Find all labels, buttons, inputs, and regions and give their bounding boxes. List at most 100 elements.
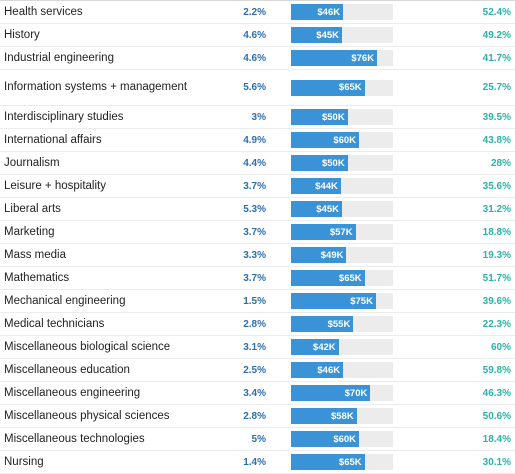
table-row: Journalism 4.4% $50K 28% [0,152,515,175]
share-value: 46.3% [482,387,511,399]
unemployment-rate: 3.7% [243,180,266,192]
salary-bar: $46K [291,362,344,378]
table-row: Industrial engineering 4.6% $76K 41.7% [0,47,515,70]
salary-bar-cell: $46K [291,1,393,23]
salary-label: $44K [315,180,338,192]
major-name: Miscellaneous engineering [4,386,141,399]
share-value: 43.8% [482,134,511,146]
unemployment-rate: 4.9% [243,134,266,146]
table-row: Mass media 3.3% $49K 19.3% [0,244,515,267]
share-value: 51.7% [482,272,511,284]
unemployment-rate: 3.3% [243,249,266,261]
table-row: Liberal arts 5.3% $45K 31.2% [0,198,515,221]
salary-bar-cell: $45K [291,198,393,220]
share-value: 52.4% [482,6,511,18]
salary-bar-cell: $49K [291,244,393,266]
unemployment-rate: 2.8% [243,410,266,422]
unemployment-rate: 4.4% [243,157,266,169]
salary-bar-track: $60K [291,132,393,148]
salary-bar-track: $70K [291,385,393,401]
table-row: Information systems + management 5.6% $65K… [0,70,515,106]
salary-label: $55K [327,318,351,330]
salary-bar: $65K [291,270,365,286]
major-name: Information systems + management [4,81,188,93]
salary-label: $60K [333,134,357,146]
major-name: Leisure + hospitality [4,179,106,192]
major-name: Nursing [4,455,44,468]
salary-label: $50K [321,111,345,123]
salary-bar-track: $50K [291,155,393,171]
unemployment-rate: 3% [251,111,266,123]
salary-bar-cell: $55K [291,313,393,335]
salary-bar-cell: $50K [291,106,393,128]
table-row: Health services 2.2% $46K 52.4% [0,0,515,24]
salary-bar-cell: $60K [291,428,393,450]
salary-bar: $45K [291,201,342,217]
unemployment-rate: 5.3% [243,203,266,215]
salary-bar-track: $46K [291,362,393,378]
share-value: 30.1% [482,456,511,468]
share-value: 59.8% [482,364,511,376]
salary-bar-track: $45K [291,201,393,217]
table-row: Leisure + hospitality 3.7% $44K 35.6% [0,175,515,198]
share-value: 28% [490,157,511,169]
salary-bar-cell: $60K [291,129,393,151]
share-value: 25.7% [482,82,511,93]
salary-label: $60K [333,433,357,445]
major-name: Journalism [4,156,60,169]
salary-bar-track: $46K [291,4,393,20]
share-value: 18.8% [482,226,511,238]
major-name: Industrial engineering [4,51,114,64]
salary-bar: $60K [291,132,360,148]
table-row: History 4.6% $45K 49.2% [0,24,515,47]
salary-bar-track: $60K [291,431,393,447]
salary-bar: $49K [291,247,347,263]
major-name: Mass media [4,248,66,261]
unemployment-rate: 3.4% [243,387,266,399]
major-name: Miscellaneous technologies [4,432,145,445]
unemployment-rate: 4.6% [243,29,266,41]
salary-bar-track: $65K [291,454,393,470]
major-name: Health services [4,5,83,18]
share-value: 35.6% [482,180,511,192]
salary-label: $75K [350,295,373,307]
share-value: 50.6% [482,410,511,422]
salary-bar-cell: $65K [291,267,393,289]
salary-label: $46K [317,6,341,18]
salary-bar: $60K [291,431,360,447]
share-value: 19.3% [482,249,511,261]
salary-label: $50K [321,157,345,169]
salary-bar: $45K [291,27,342,43]
salary-bar-cell: $65K [291,70,393,105]
salary-label: $49K [320,249,344,261]
salary-bar: $65K [291,79,365,96]
major-name: Mechanical engineering [4,294,126,307]
salary-bar: $50K [291,109,348,125]
unemployment-rate: 3.1% [243,341,266,353]
salary-bar-cell: $76K [291,47,393,69]
salary-bar-track: $55K [291,316,393,332]
unemployment-rate: 5.6% [243,82,266,93]
salary-bar-track: $58K [291,408,393,424]
salary-bar-track: $57K [291,224,393,240]
salary-bar: $44K [291,178,341,194]
major-name: Mathematics [4,271,70,284]
salary-label: $76K [351,52,375,64]
salary-bar-cell: $57K [291,221,393,243]
major-name: Liberal arts [4,202,61,215]
salary-bar-cell: $45K [291,24,393,46]
salary-label: $65K [338,272,362,284]
major-name: Marketing [4,225,55,238]
table-row: Mathematics 3.7% $65K 51.7% [0,267,515,290]
salary-bar: $70K [291,385,371,401]
unemployment-rate: 3.7% [243,226,266,238]
share-value: 49.2% [482,29,511,41]
unemployment-rate: 5% [251,433,266,445]
major-name: Miscellaneous biological science [4,340,171,353]
salary-label: $42K [312,341,336,353]
salary-bar-track: $75K [291,293,393,309]
salary-label: $46K [317,364,341,376]
salary-bar-track: $49K [291,247,393,263]
major-name: Interdisciplinary studies [4,110,124,123]
